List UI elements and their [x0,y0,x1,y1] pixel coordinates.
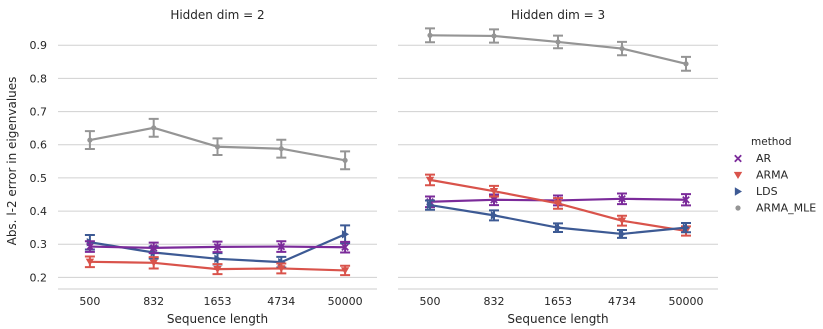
data-point [490,211,498,220]
data-point [277,242,286,251]
legend-marker [735,205,741,211]
data-point [489,188,499,196]
x-tick-label: 4734 [608,295,636,308]
data-point [618,194,626,203]
x-tick-label: 1653 [204,295,232,308]
panel-1: Hidden dim = 2 500 832 1653 4734 50000 Sequenc… [58,8,377,326]
data-point [213,265,222,274]
data-point [277,265,286,273]
y-tick-label: 0.5 [30,172,48,185]
x-tick-label: 832 [143,295,164,308]
data-point [341,243,349,252]
data-point [341,230,350,239]
data-point [427,32,433,38]
x-axis-label: Sequence length [167,312,268,326]
x-tick-label: 500 [420,295,441,308]
data-point [617,217,627,225]
data-point [214,254,222,264]
data-point [213,243,222,251]
data-point [682,223,690,232]
y-tick-label: 0.8 [30,72,48,85]
data-point [555,39,561,45]
x-tick-label: 4734 [267,295,295,308]
legend-label: ARMA_MLE [756,202,816,215]
data-point [554,223,562,232]
y-tick-label: 0.7 [30,106,48,119]
data-point [149,244,158,252]
x-axis-label: Sequence length [507,312,608,326]
data-point [214,144,221,150]
legend-label: ARMA [756,169,789,182]
data-point [683,61,689,67]
legend-marker [733,171,743,179]
data-point [425,176,435,184]
x-tick-label: 50000 [669,295,704,308]
x-tick-label: 832 [484,295,505,308]
data-point [86,242,94,251]
y-tick-label: 0.6 [30,139,48,152]
data-point [619,45,625,52]
y-axis-label: Abs. l-2 error in eigenvalues [5,77,19,246]
series-ar [84,240,351,255]
data-point [342,157,348,163]
legend-label: LDS [756,185,778,198]
data-point [682,195,690,204]
y-tick-label: 0.9 [30,39,48,52]
data-point [87,137,93,143]
series-arma-mle [84,117,351,171]
y-tick-label: 0.4 [30,205,48,218]
data-point [149,259,158,267]
data-point [553,200,563,208]
data-point [151,125,157,131]
series-arma [84,255,351,277]
panel-title: Hidden dim = 2 [170,8,264,22]
data-point [426,200,434,210]
data-point [618,229,626,239]
x-tick-label: 50000 [328,295,363,308]
data-point [490,195,498,204]
x-tick-label: 1653 [544,295,572,308]
data-point [278,146,284,152]
data-point [491,33,497,39]
legend-marker [734,187,742,196]
series-lds [425,199,691,239]
y-tick-label: 0.2 [30,271,48,284]
legend: method AR ARMA LDS ARMA_MLE [733,136,816,215]
legend-label: AR [756,152,772,165]
panel-title: Hidden dim = 3 [511,8,605,22]
data-point [85,258,95,266]
data-point [340,267,350,275]
y-tick-label: 0.3 [30,238,48,251]
panel-2: Hidden dim = 3 500 832 1653 4734 50000 Sequenc… [398,8,718,326]
series-arma-mle [425,27,691,72]
legend-marker [734,154,742,163]
legend-title: method [751,136,792,148]
x-tick-label: 500 [79,295,100,308]
